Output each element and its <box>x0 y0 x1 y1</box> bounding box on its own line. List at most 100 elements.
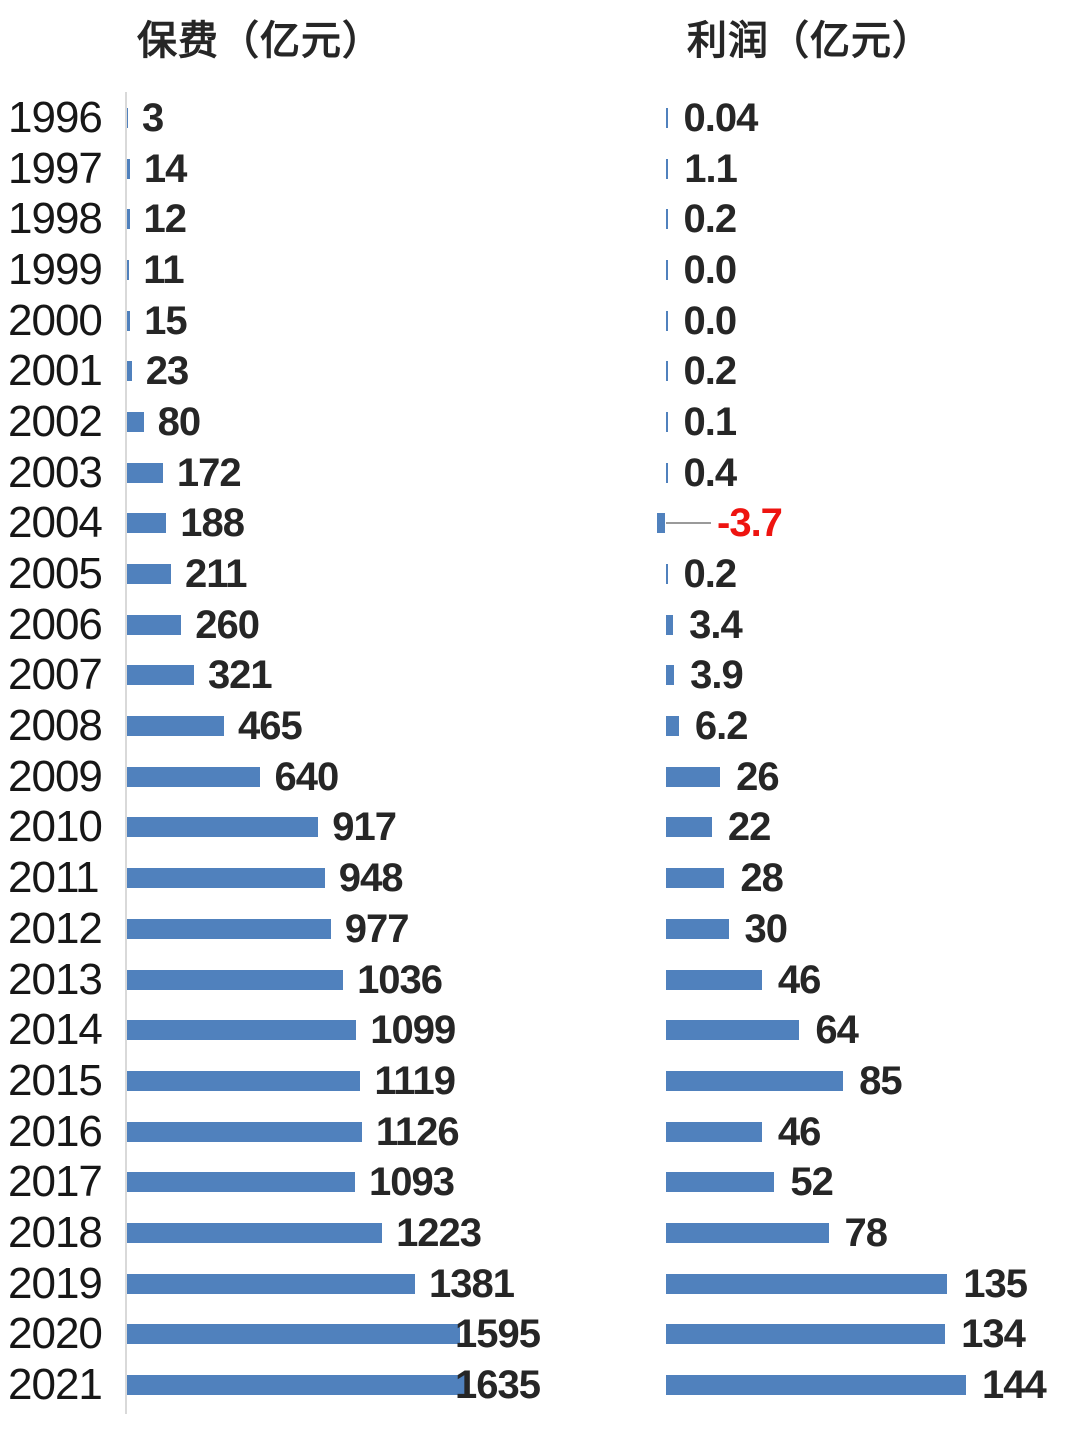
premium-bar <box>127 918 331 939</box>
premium-value-label: 640 <box>274 754 339 799</box>
profit-value-label: 0.1 <box>683 400 738 445</box>
premium-bar <box>127 564 171 585</box>
premium-value-label: 465 <box>237 704 303 749</box>
profit-value-label: 0.2 <box>683 197 738 242</box>
premium-bar <box>127 310 131 331</box>
premium-value-label: 3 <box>142 95 164 140</box>
profit-bar <box>666 1273 948 1294</box>
year-label: 2011 <box>8 853 100 903</box>
profit-value-label: 0.04 <box>683 95 759 140</box>
profit-bar <box>666 1374 966 1395</box>
premium-bar <box>127 107 128 128</box>
profit-value-label: -3.7 <box>717 501 783 546</box>
profit-value-label: 0.0 <box>683 298 738 343</box>
profit-value-label: 52 <box>790 1160 833 1205</box>
year-label: 2016 <box>8 1106 103 1156</box>
profit-bar <box>666 918 729 939</box>
profit-bar <box>666 1324 946 1345</box>
profit-bar <box>666 817 712 838</box>
premium-value-label: 80 <box>157 400 201 445</box>
premium-axis-line <box>125 92 127 1414</box>
year-label: 2009 <box>8 751 103 801</box>
year-label: 2020 <box>8 1309 103 1359</box>
profit-value-label: 64 <box>815 1008 858 1053</box>
premium-value-label: 1595 <box>455 1312 541 1357</box>
premium-value-label: 211 <box>185 552 248 597</box>
premium-value-label: 1126 <box>375 1109 460 1154</box>
profit-bar <box>666 1020 800 1041</box>
profit-bar <box>666 716 679 737</box>
premium-value-label: 11 <box>143 247 184 292</box>
premium-value-label: 948 <box>338 856 404 901</box>
premium-value-label: 15 <box>144 298 187 343</box>
year-label: 2013 <box>8 954 103 1004</box>
profit-bar <box>666 107 668 128</box>
profit-bar <box>666 462 668 483</box>
profit-bar <box>657 513 665 534</box>
profit-value-label: 85 <box>859 1058 902 1103</box>
premium-bar <box>127 766 261 787</box>
premium-value-label: 23 <box>145 349 189 394</box>
profit-value-label: 78 <box>844 1210 888 1255</box>
profit-bar <box>666 259 668 280</box>
premium-bar <box>127 412 144 433</box>
year-label: 2018 <box>8 1207 103 1257</box>
premium-value-label: 1119 <box>374 1058 456 1103</box>
premium-bar <box>127 1070 361 1091</box>
profit-value-label: 135 <box>963 1261 1028 1306</box>
profit-bar <box>666 1222 829 1243</box>
profit-value-label: 0.4 <box>683 450 738 495</box>
premium-bar <box>127 868 325 889</box>
premium-bar <box>127 1121 362 1142</box>
premium-value-label: 917 <box>332 805 397 850</box>
premium-bar <box>127 1324 460 1345</box>
profit-value-label: 46 <box>777 957 821 1002</box>
year-label: 2008 <box>8 701 103 751</box>
profit-bar <box>666 969 762 990</box>
year-label: 1999 <box>8 244 103 294</box>
profit-value-label: 46 <box>777 1109 821 1154</box>
premium-bar <box>127 817 319 838</box>
premium-bar <box>127 614 182 635</box>
profit-value-label: 3.4 <box>689 602 743 647</box>
premium-bar <box>127 716 224 737</box>
profit-value-label: 3.9 <box>690 653 744 698</box>
profit-value-label: 22 <box>727 805 771 850</box>
profit-chart-title: 利润（亿元） <box>687 19 933 63</box>
profit-value-label: 0.2 <box>683 349 738 394</box>
profit-value-label: 28 <box>740 856 783 901</box>
year-label: 2001 <box>8 346 103 396</box>
premium-value-label: 14 <box>143 146 187 191</box>
profit-value-label: 6.2 <box>694 704 749 749</box>
premium-bar <box>127 462 163 483</box>
premium-value-label: 1099 <box>370 1008 456 1053</box>
premium-value-label: 1381 <box>429 1261 515 1306</box>
premium-bar <box>127 1020 357 1041</box>
year-label: 2014 <box>8 1005 103 1055</box>
premium-value-label: 1635 <box>455 1362 541 1407</box>
year-label: 2010 <box>8 802 103 852</box>
profit-value-label: 134 <box>961 1312 1026 1357</box>
year-label: 2000 <box>8 295 103 345</box>
year-label: 2012 <box>8 903 103 953</box>
premium-bar <box>127 513 167 534</box>
premium-bar <box>127 259 130 280</box>
profit-bar <box>666 1121 762 1142</box>
profit-bar <box>666 412 668 433</box>
premium-value-label: 1223 <box>396 1210 482 1255</box>
premium-bar <box>127 1172 355 1193</box>
premium-value-label: 1093 <box>368 1160 455 1205</box>
year-label: 2003 <box>8 447 103 497</box>
year-label: 1998 <box>8 194 103 244</box>
negative-leader-line <box>666 522 711 525</box>
year-label: 2005 <box>8 549 103 599</box>
premium-bar <box>127 158 130 179</box>
premium-value-label: 321 <box>207 653 273 698</box>
profit-value-label: 0.0 <box>683 247 738 292</box>
premium-bar <box>127 209 130 230</box>
profit-value-label: 144 <box>982 1362 1047 1407</box>
premium-value-label: 260 <box>195 602 260 647</box>
premium-chart-title: 保费（亿元） <box>137 19 383 63</box>
premium-value-label: 188 <box>180 501 245 546</box>
